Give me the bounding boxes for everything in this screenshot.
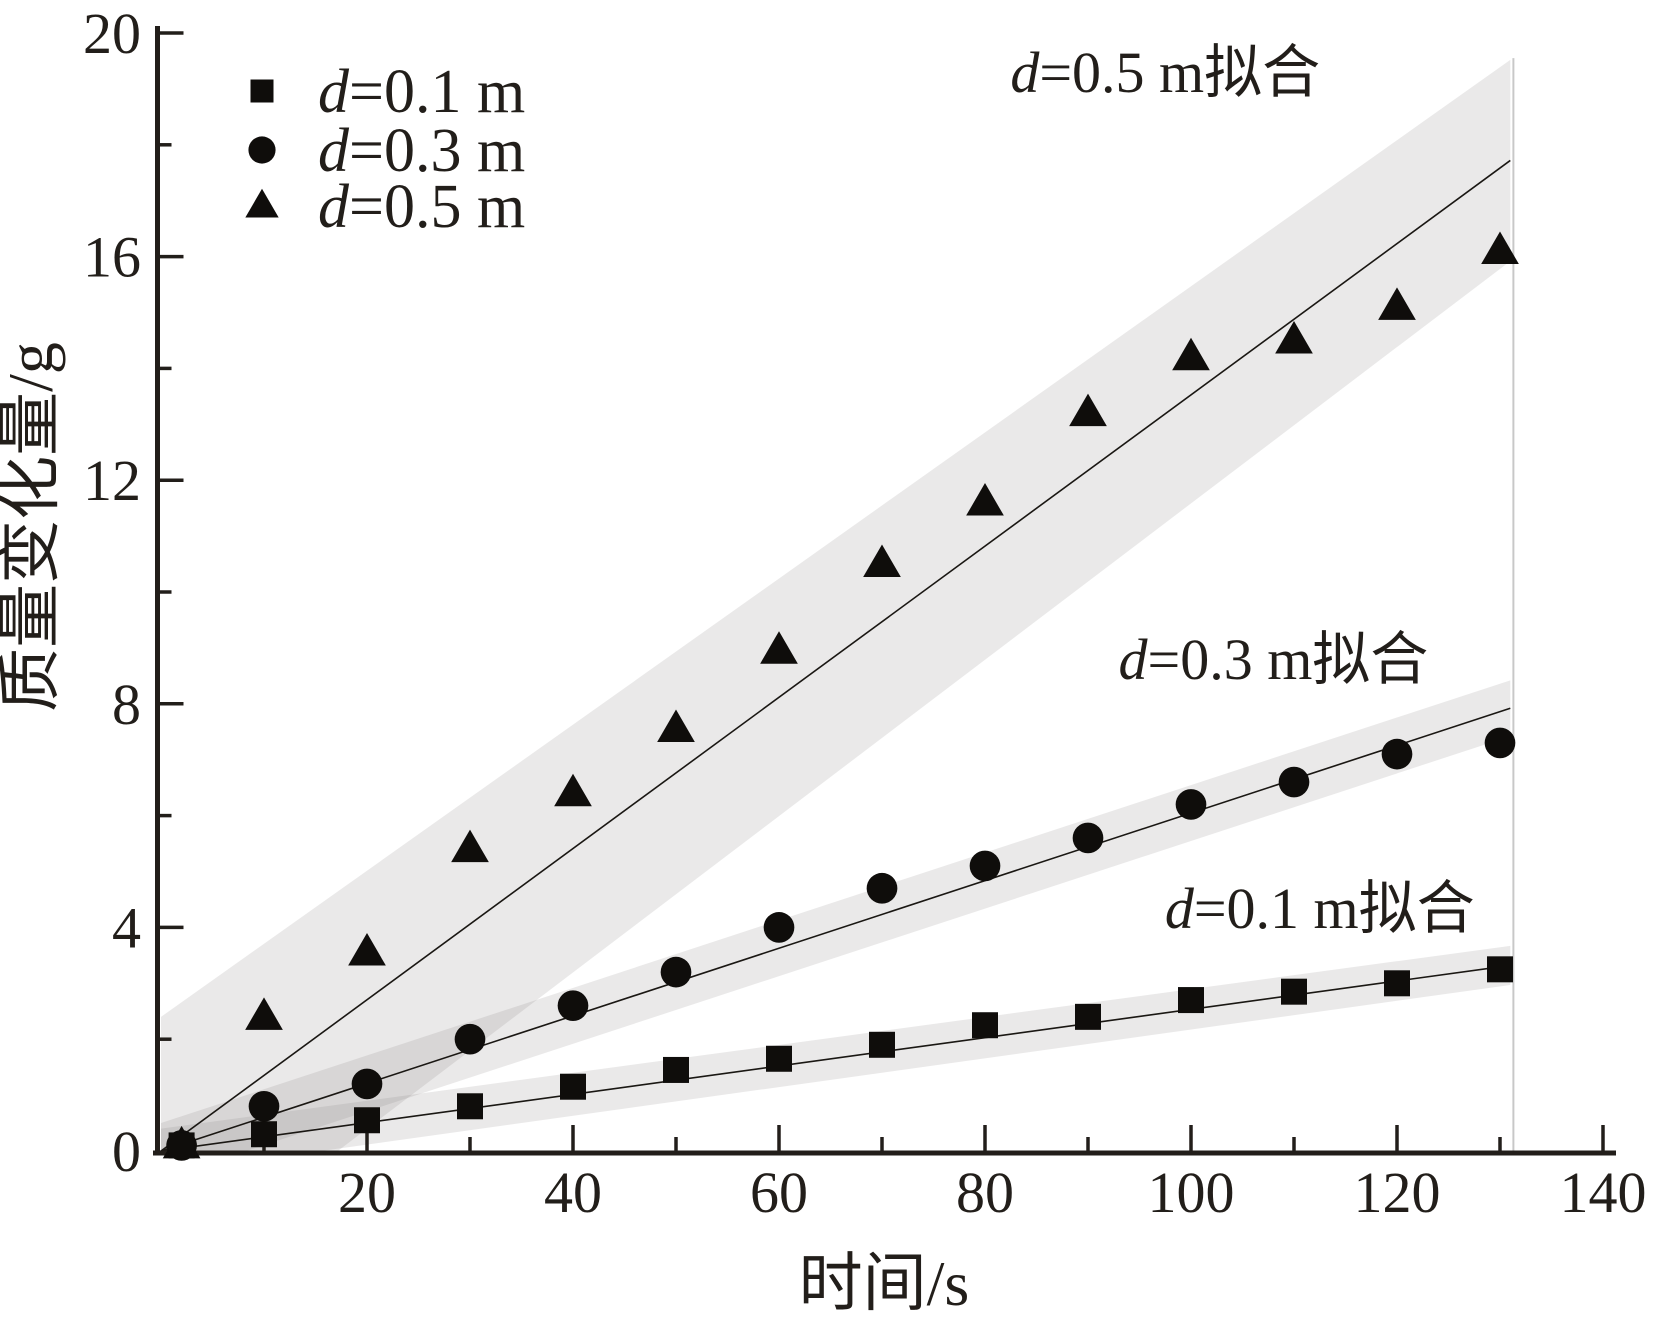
y-tick-label: 16 [83, 225, 141, 290]
legend-item-d0.3: d=0.3 m [248, 117, 525, 185]
marker-square-d0.1 [560, 1073, 586, 1100]
marker-triangle-d0.5 [451, 829, 489, 863]
marker-circle-d0.3 [1072, 822, 1104, 854]
marker-circle-d0.3 [660, 956, 692, 988]
marker-triangle-d0.5 [1172, 337, 1210, 371]
legend-item-label: d=0.3 m [318, 117, 525, 185]
marker-square-d0.1 [869, 1031, 895, 1058]
marker-triangle-d0.5 [1275, 320, 1313, 354]
marker-triangle-d0.5 [966, 483, 1004, 516]
x-tick-label: 20 [338, 1160, 396, 1225]
marker-circle-d0.3 [248, 1090, 280, 1122]
circle-legend-icon [248, 136, 276, 164]
marker-circle-d0.3 [866, 872, 898, 904]
y-tick-label: 0 [112, 1119, 141, 1184]
fit-label-d0.5: d=0.5 m拟合 [1010, 40, 1320, 105]
y-tick-label: 12 [83, 448, 141, 513]
x-tick-label: 60 [750, 1160, 808, 1225]
marker-square-d0.1 [1281, 978, 1307, 1005]
marker-square-d0.1 [457, 1093, 483, 1120]
fit-line-d0.5 [160, 159, 1511, 1151]
marker-square-d0.1 [168, 1132, 195, 1159]
marker-triangle-d0.5 [863, 544, 901, 578]
x-axis-title: 时间/s [799, 1248, 970, 1319]
marker-square-d0.1 [972, 1012, 998, 1039]
marker-circle-d0.3 [351, 1068, 383, 1100]
marker-square-d0.1 [766, 1045, 792, 1072]
marker-square-d0.1 [251, 1121, 277, 1148]
y-tick-label: 4 [112, 895, 141, 960]
y-axis-title: 质量变化量/g [0, 342, 66, 712]
marker-triangle-d0.5 [245, 997, 283, 1030]
x-tick-label: 80 [956, 1160, 1014, 1225]
marker-triangle-d0.5 [657, 709, 695, 742]
marker-circle-d0.3 [557, 990, 589, 1021]
confidence-band-d0.3 [161, 680, 1511, 1151]
x-tick-label: 100 [1148, 1160, 1235, 1225]
x-tick-label: 140 [1560, 1160, 1647, 1225]
marker-triangle-d0.5 [1378, 287, 1416, 320]
legend-item-d0.5: d=0.5 m [245, 173, 525, 241]
marker-square-d0.1 [1075, 1003, 1101, 1030]
legend-item-label: d=0.5 m [318, 173, 525, 241]
marker-square-d0.1 [1178, 987, 1204, 1014]
y-tick-label: 8 [112, 672, 141, 737]
marker-circle-d0.3 [1278, 766, 1310, 798]
marker-square-d0.1 [663, 1056, 689, 1083]
marker-square-d0.1 [354, 1107, 380, 1134]
square-legend-icon [250, 79, 274, 103]
x-tick-label: 40 [544, 1160, 602, 1225]
marker-square-d0.1 [1487, 956, 1513, 983]
confidence-band-d0.1 [161, 945, 1511, 1151]
legend-item-d0.1: d=0.1 m [250, 58, 525, 126]
fit-label-d0.3: d=0.3 m拟合 [1118, 627, 1428, 692]
y-tick-label: 20 [83, 1, 141, 66]
series-d0.5 [162, 231, 1519, 1159]
marker-triangle-d0.5 [554, 773, 592, 807]
confidence-band-d0.5 [161, 59, 1511, 1151]
x-tick-label: 120 [1354, 1160, 1441, 1225]
marker-circle-d0.3 [1381, 738, 1413, 770]
marker-circle-d0.3 [454, 1023, 486, 1055]
marker-circle-d0.3 [969, 850, 1001, 882]
fit-label-d0.1: d=0.1 m拟合 [1165, 876, 1475, 941]
series-d0.1 [168, 956, 1513, 1159]
marker-square-d0.1 [1384, 970, 1410, 997]
marker-circle-d0.3 [763, 912, 795, 943]
confidence-bands-group [161, 59, 1511, 1151]
marker-triangle-d0.5 [1481, 231, 1519, 265]
marker-circle-d0.3 [1484, 727, 1516, 759]
marker-triangle-d0.5 [760, 631, 798, 664]
legend: d=0.1 md=0.3 md=0.5 m [245, 58, 525, 241]
triangle-legend-icon [245, 188, 279, 218]
legend-item-label: d=0.1 m [318, 58, 525, 126]
marker-circle-d0.3 [1175, 789, 1207, 820]
marker-triangle-d0.5 [1069, 393, 1107, 427]
marker-triangle-d0.5 [348, 933, 386, 966]
